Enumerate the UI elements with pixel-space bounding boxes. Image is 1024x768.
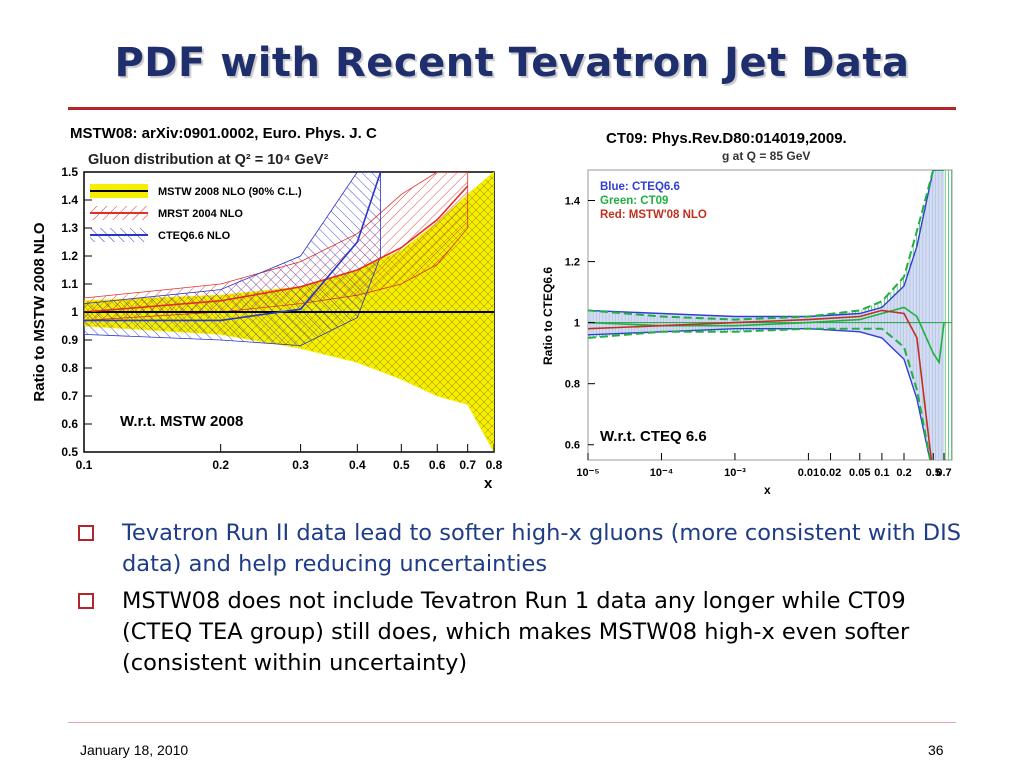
right-annotation-box xyxy=(594,423,754,447)
x-tick-label: 0.8 xyxy=(486,458,503,472)
y-tick-label: 0.7 xyxy=(61,389,78,403)
y-tick-label: 0.5 xyxy=(61,445,78,459)
x-tick-label: 0.2 xyxy=(212,458,229,472)
y-tick-label: 0.8 xyxy=(565,379,580,391)
right-chart-title: g at Q = 85 GeV xyxy=(722,149,810,163)
page-title: PDF with Recent Tevatron Jet Data xyxy=(114,40,910,86)
bullet-item: MSTW08 does not include Tevatron Run 1 d… xyxy=(74,586,974,679)
footer-date: January 18, 2010 xyxy=(80,742,189,758)
legend-label: Blue: CTEQ6.6 xyxy=(600,181,680,193)
y-tick-label: 1 xyxy=(574,318,580,330)
left-y-axis-label: Ratio to MSTW 2008 NLO xyxy=(31,222,48,402)
x-tick-label: 0.4 xyxy=(349,458,366,472)
right-x-axis-label: x xyxy=(764,483,771,497)
x-tick-label: 10⁻⁵ xyxy=(576,467,599,479)
legend-label: Red: MSTW'08 NLO xyxy=(600,209,707,221)
right-y-axis-label: Ratio to CTEQ6.6 xyxy=(541,267,555,365)
gluon-ratio-chart-mstw: Gluon distribution at Q² = 10⁴ GeV² 0.1 0… xyxy=(31,152,503,492)
cteq66-upper-line xyxy=(588,170,944,318)
y-tick-label: 1.4 xyxy=(565,196,581,208)
y-tick-label: 0.8 xyxy=(61,361,78,375)
x-tick-label: 0.7 xyxy=(936,467,951,479)
y-tick-label: 1 xyxy=(71,305,78,319)
x-tick-label: 0.01 xyxy=(798,467,819,479)
mrst-central-line xyxy=(84,185,469,313)
bullet-item: Tevatron Run II data lead to softer high… xyxy=(74,518,974,580)
x-tick-label: 0.02 xyxy=(820,467,841,479)
legend-label: MSTW 2008 NLO (90% C.L.) xyxy=(158,186,302,198)
right-citation: CT09: Phys.Rev.D80:014019,2009. xyxy=(606,130,847,147)
y-tick-label: 1.2 xyxy=(61,249,78,263)
legend-label: MRST 2004 NLO xyxy=(158,208,243,220)
y-tick-label: 1.4 xyxy=(61,193,78,207)
y-tick-label: 0.9 xyxy=(61,333,78,347)
legend-label: CTEQ6.6 NLO xyxy=(158,230,231,242)
square-bullet-icon xyxy=(78,525,94,541)
y-tick-label: 0.6 xyxy=(565,440,580,452)
ct09-central-line xyxy=(588,306,945,365)
x-tick-label: 0.7 xyxy=(459,458,476,472)
gluon-ratio-chart-cteq: g at Q = 85 GeV 10⁻⁵ 10⁻⁴ 10⁻³ 0.01 0.02 0.05… xyxy=(541,149,953,497)
bullet-text: Tevatron Run II data lead to softer high… xyxy=(122,520,961,577)
bullet-list: Tevatron Run II data lead to softer high… xyxy=(74,518,974,685)
footer-divider xyxy=(68,722,956,723)
left-annotation-box xyxy=(114,408,292,432)
x-tick-label: 0.05 xyxy=(849,467,870,479)
x-tick-label: 10⁻⁴ xyxy=(650,467,673,479)
x-tick-label: 0.6 xyxy=(429,458,446,472)
x-tick-label: 10⁻³ xyxy=(724,467,746,479)
x-tick-label: 0.1 xyxy=(76,458,93,472)
x-tick-label: 0.1 xyxy=(874,467,889,479)
bullet-text: MSTW08 does not include Tevatron Run 1 d… xyxy=(122,588,910,676)
x-tick-label: 0.2 xyxy=(896,467,911,479)
cteq66-band xyxy=(588,170,944,460)
right-annotation: W.r.t. CTEQ 6.6 xyxy=(600,428,707,445)
y-tick-label: 0.6 xyxy=(61,417,78,431)
left-x-axis-label: x xyxy=(484,475,493,492)
x-tick-label: 0.3 xyxy=(292,458,309,472)
left-annotation: W.r.t. MSTW 2008 xyxy=(120,413,243,430)
left-chart-title: Gluon distribution at Q² = 10⁴ GeV² xyxy=(88,152,329,168)
y-tick-label: 1.5 xyxy=(61,165,78,179)
square-bullet-icon xyxy=(78,593,94,609)
legend-label: Green: CT09 xyxy=(600,195,668,207)
left-citation: MSTW08: arXiv:0901.0002, Euro. Phys. J. … xyxy=(70,125,377,142)
x-tick-label: 0.5 xyxy=(926,467,941,479)
page-number: 36 xyxy=(928,742,944,758)
y-tick-label: 1.3 xyxy=(61,221,78,235)
y-tick-label: 1.1 xyxy=(61,277,78,291)
mstw08-central-line xyxy=(588,309,933,460)
x-tick-label: 0.5 xyxy=(393,458,410,472)
ct09-lower-line xyxy=(588,327,932,460)
y-tick-label: 1.2 xyxy=(565,257,580,269)
cteq-central-line xyxy=(84,172,382,322)
title-divider xyxy=(68,107,956,110)
ct09-upper-line xyxy=(588,170,944,321)
